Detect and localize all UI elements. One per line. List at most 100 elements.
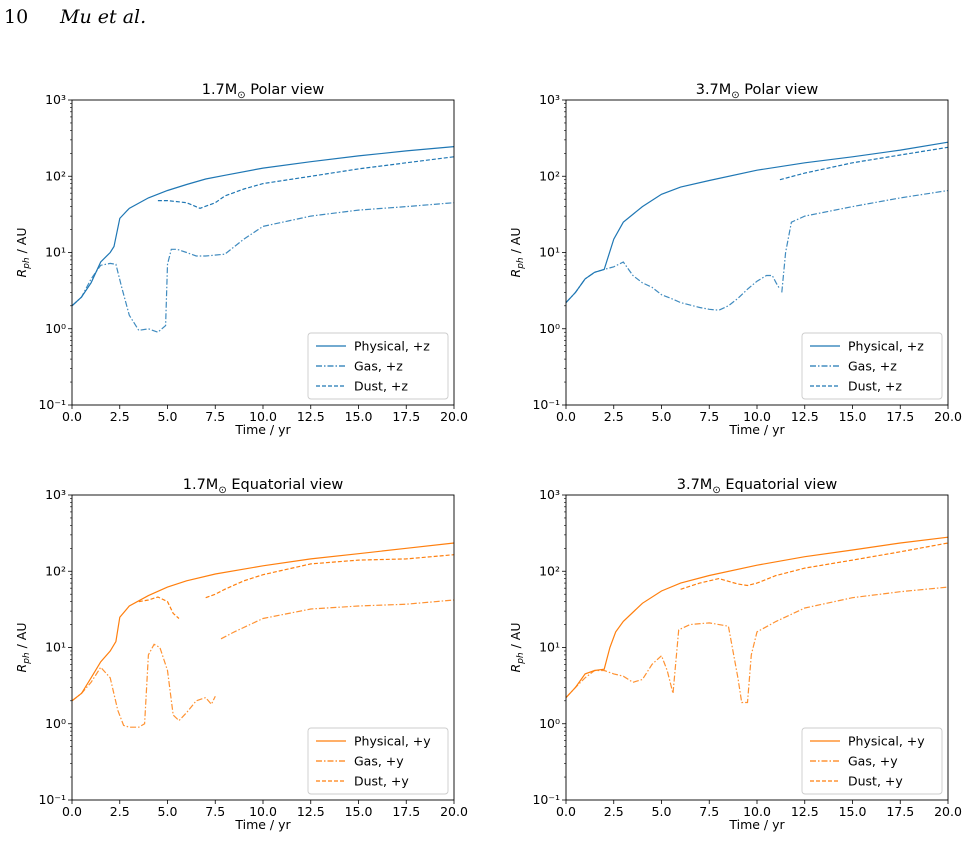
y-tick-label: 10¹ bbox=[539, 245, 560, 260]
x-axis-label: Time / yr bbox=[728, 817, 785, 832]
y-tick-label: 10⁰ bbox=[45, 716, 66, 731]
x-tick-label: 2.5 bbox=[110, 804, 130, 819]
y-axis-label: Rph / AU bbox=[508, 623, 526, 673]
y-tick-label: 10⁻¹ bbox=[532, 397, 560, 412]
chart-title: 1.7M⊙ Polar view bbox=[202, 82, 325, 101]
legend-label: Gas, +y bbox=[354, 754, 404, 769]
chart-panel-4: 0.0 2.5 5.0 7.5 10.0 12.5 15.0 17.5 20.0 10⁻¹ 10⁰ 1… bbox=[508, 477, 962, 832]
y-tick-label: 10¹ bbox=[539, 640, 560, 655]
chart-title: 1.7M⊙ Equatorial view bbox=[183, 477, 344, 496]
x-tick-label: 5.0 bbox=[652, 804, 672, 819]
legend: Physical, +z Gas, +z Dust, +z bbox=[307, 332, 449, 400]
series-line-dashed-segment-2 bbox=[205, 554, 455, 599]
y-tick-label: 10⁰ bbox=[539, 321, 560, 336]
y-tick-label: 10⁰ bbox=[45, 321, 66, 336]
y-tick-label: 10¹ bbox=[45, 245, 66, 260]
x-axis-label: Time / yr bbox=[728, 422, 785, 437]
series-line-dashdot-segment-2 bbox=[220, 599, 455, 640]
legend-label: Gas, +y bbox=[848, 754, 898, 769]
x-tick-label: 5.0 bbox=[158, 804, 178, 819]
y-axis-label: Rph / AU bbox=[14, 623, 32, 673]
y-axis-label: Rph / AU bbox=[14, 228, 32, 278]
x-tick-label: 10.0 bbox=[249, 409, 277, 424]
legend-label: Dust, +z bbox=[354, 379, 408, 394]
x-tick-label: 20.0 bbox=[440, 804, 468, 819]
x-tick-label: 20.0 bbox=[934, 804, 962, 819]
legend-label: Gas, +z bbox=[848, 359, 897, 374]
series-line-dashdot-segment-1 bbox=[71, 202, 455, 333]
series-line-dashdot-segment-1 bbox=[565, 261, 781, 311]
chart-title: 3.7M⊙ Equatorial view bbox=[677, 477, 838, 496]
legend-label: Physical, +z bbox=[848, 339, 924, 354]
legend: Physical, +y Gas, +y Dust, +y bbox=[307, 727, 449, 795]
x-tick-label: 10.0 bbox=[743, 409, 771, 424]
x-tick-label: 17.5 bbox=[886, 409, 914, 424]
x-tick-label: 2.5 bbox=[110, 409, 130, 424]
x-tick-label: 15.0 bbox=[345, 409, 373, 424]
x-tick-label: 15.0 bbox=[345, 804, 373, 819]
y-tick-label: 10³ bbox=[45, 487, 66, 502]
running-authors: Mu et al. bbox=[60, 6, 147, 28]
y-tick-label: 10³ bbox=[539, 487, 560, 502]
series-line-solid-segment-1 bbox=[71, 146, 455, 307]
x-tick-label: 2.5 bbox=[604, 409, 624, 424]
series-line-dashed-segment-1 bbox=[157, 156, 455, 209]
x-tick-label: 15.0 bbox=[839, 409, 867, 424]
legend-label: Physical, +z bbox=[354, 339, 430, 354]
y-tick-label: 10³ bbox=[539, 92, 560, 107]
series-line-dashdot-segment-1 bbox=[71, 643, 216, 728]
series-line-dashed-segment-1 bbox=[680, 542, 949, 590]
x-tick-label: 17.5 bbox=[392, 804, 420, 819]
x-tick-label: 0.0 bbox=[556, 804, 576, 819]
x-tick-label: 20.0 bbox=[440, 409, 468, 424]
legend-box bbox=[801, 727, 943, 795]
y-tick-label: 10² bbox=[45, 563, 66, 578]
series-line-dashed-segment-1 bbox=[779, 146, 949, 181]
x-tick-label: 7.5 bbox=[205, 804, 225, 819]
x-axis-label: Time / yr bbox=[234, 817, 291, 832]
series-line-solid-segment-1 bbox=[565, 536, 949, 699]
series-line-dashdot-segment-2 bbox=[781, 189, 949, 293]
x-tick-label: 20.0 bbox=[934, 409, 962, 424]
x-tick-label: 7.5 bbox=[699, 804, 719, 819]
x-tick-label: 17.5 bbox=[886, 804, 914, 819]
series-line-solid-segment-1 bbox=[565, 141, 949, 304]
x-tick-label: 10.0 bbox=[743, 804, 771, 819]
legend-label: Gas, +z bbox=[354, 359, 403, 374]
x-tick-label: 12.5 bbox=[297, 409, 325, 424]
series-line-dashed-segment-1 bbox=[138, 596, 180, 619]
x-axis-label: Time / yr bbox=[234, 422, 291, 437]
y-tick-label: 10¹ bbox=[45, 640, 66, 655]
x-tick-label: 7.5 bbox=[699, 409, 719, 424]
series-line-solid-segment-1 bbox=[71, 542, 455, 702]
legend-label: Physical, +y bbox=[354, 734, 431, 749]
legend-label: Physical, +y bbox=[848, 734, 925, 749]
x-tick-label: 15.0 bbox=[839, 804, 867, 819]
y-tick-label: 10⁻¹ bbox=[38, 397, 66, 412]
x-tick-label: 12.5 bbox=[791, 804, 819, 819]
legend-box bbox=[801, 332, 943, 400]
legend-label: Dust, +z bbox=[848, 379, 902, 394]
legend-box bbox=[307, 332, 449, 400]
x-tick-label: 0.0 bbox=[556, 409, 576, 424]
legend-label: Dust, +y bbox=[354, 774, 409, 789]
chart-panel-3: 0.0 2.5 5.0 7.5 10.0 12.5 15.0 17.5 20.0 10⁻¹ 10⁰ 1… bbox=[14, 477, 468, 832]
legend: Physical, +z Gas, +z Dust, +z bbox=[801, 332, 943, 400]
x-tick-label: 5.0 bbox=[158, 409, 178, 424]
chart-title: 3.7M⊙ Polar view bbox=[696, 82, 819, 101]
y-axis-label: Rph / AU bbox=[508, 228, 526, 278]
chart-panel-2: 0.0 2.5 5.0 7.5 10.0 12.5 15.0 17.5 20.0 10⁻¹ 10⁰ 1… bbox=[508, 82, 962, 437]
x-tick-label: 0.0 bbox=[62, 409, 82, 424]
x-tick-label: 17.5 bbox=[392, 409, 420, 424]
page-header: 10 Mu et al. bbox=[4, 6, 146, 32]
x-tick-label: 0.0 bbox=[62, 804, 82, 819]
x-tick-label: 12.5 bbox=[297, 804, 325, 819]
x-tick-label: 12.5 bbox=[791, 409, 819, 424]
y-tick-label: 10³ bbox=[45, 92, 66, 107]
x-tick-label: 2.5 bbox=[604, 804, 624, 819]
legend: Physical, +y Gas, +y Dust, +y bbox=[801, 727, 943, 795]
y-tick-label: 10⁻¹ bbox=[532, 792, 560, 807]
legend-label: Dust, +y bbox=[848, 774, 903, 789]
x-tick-label: 10.0 bbox=[249, 804, 277, 819]
